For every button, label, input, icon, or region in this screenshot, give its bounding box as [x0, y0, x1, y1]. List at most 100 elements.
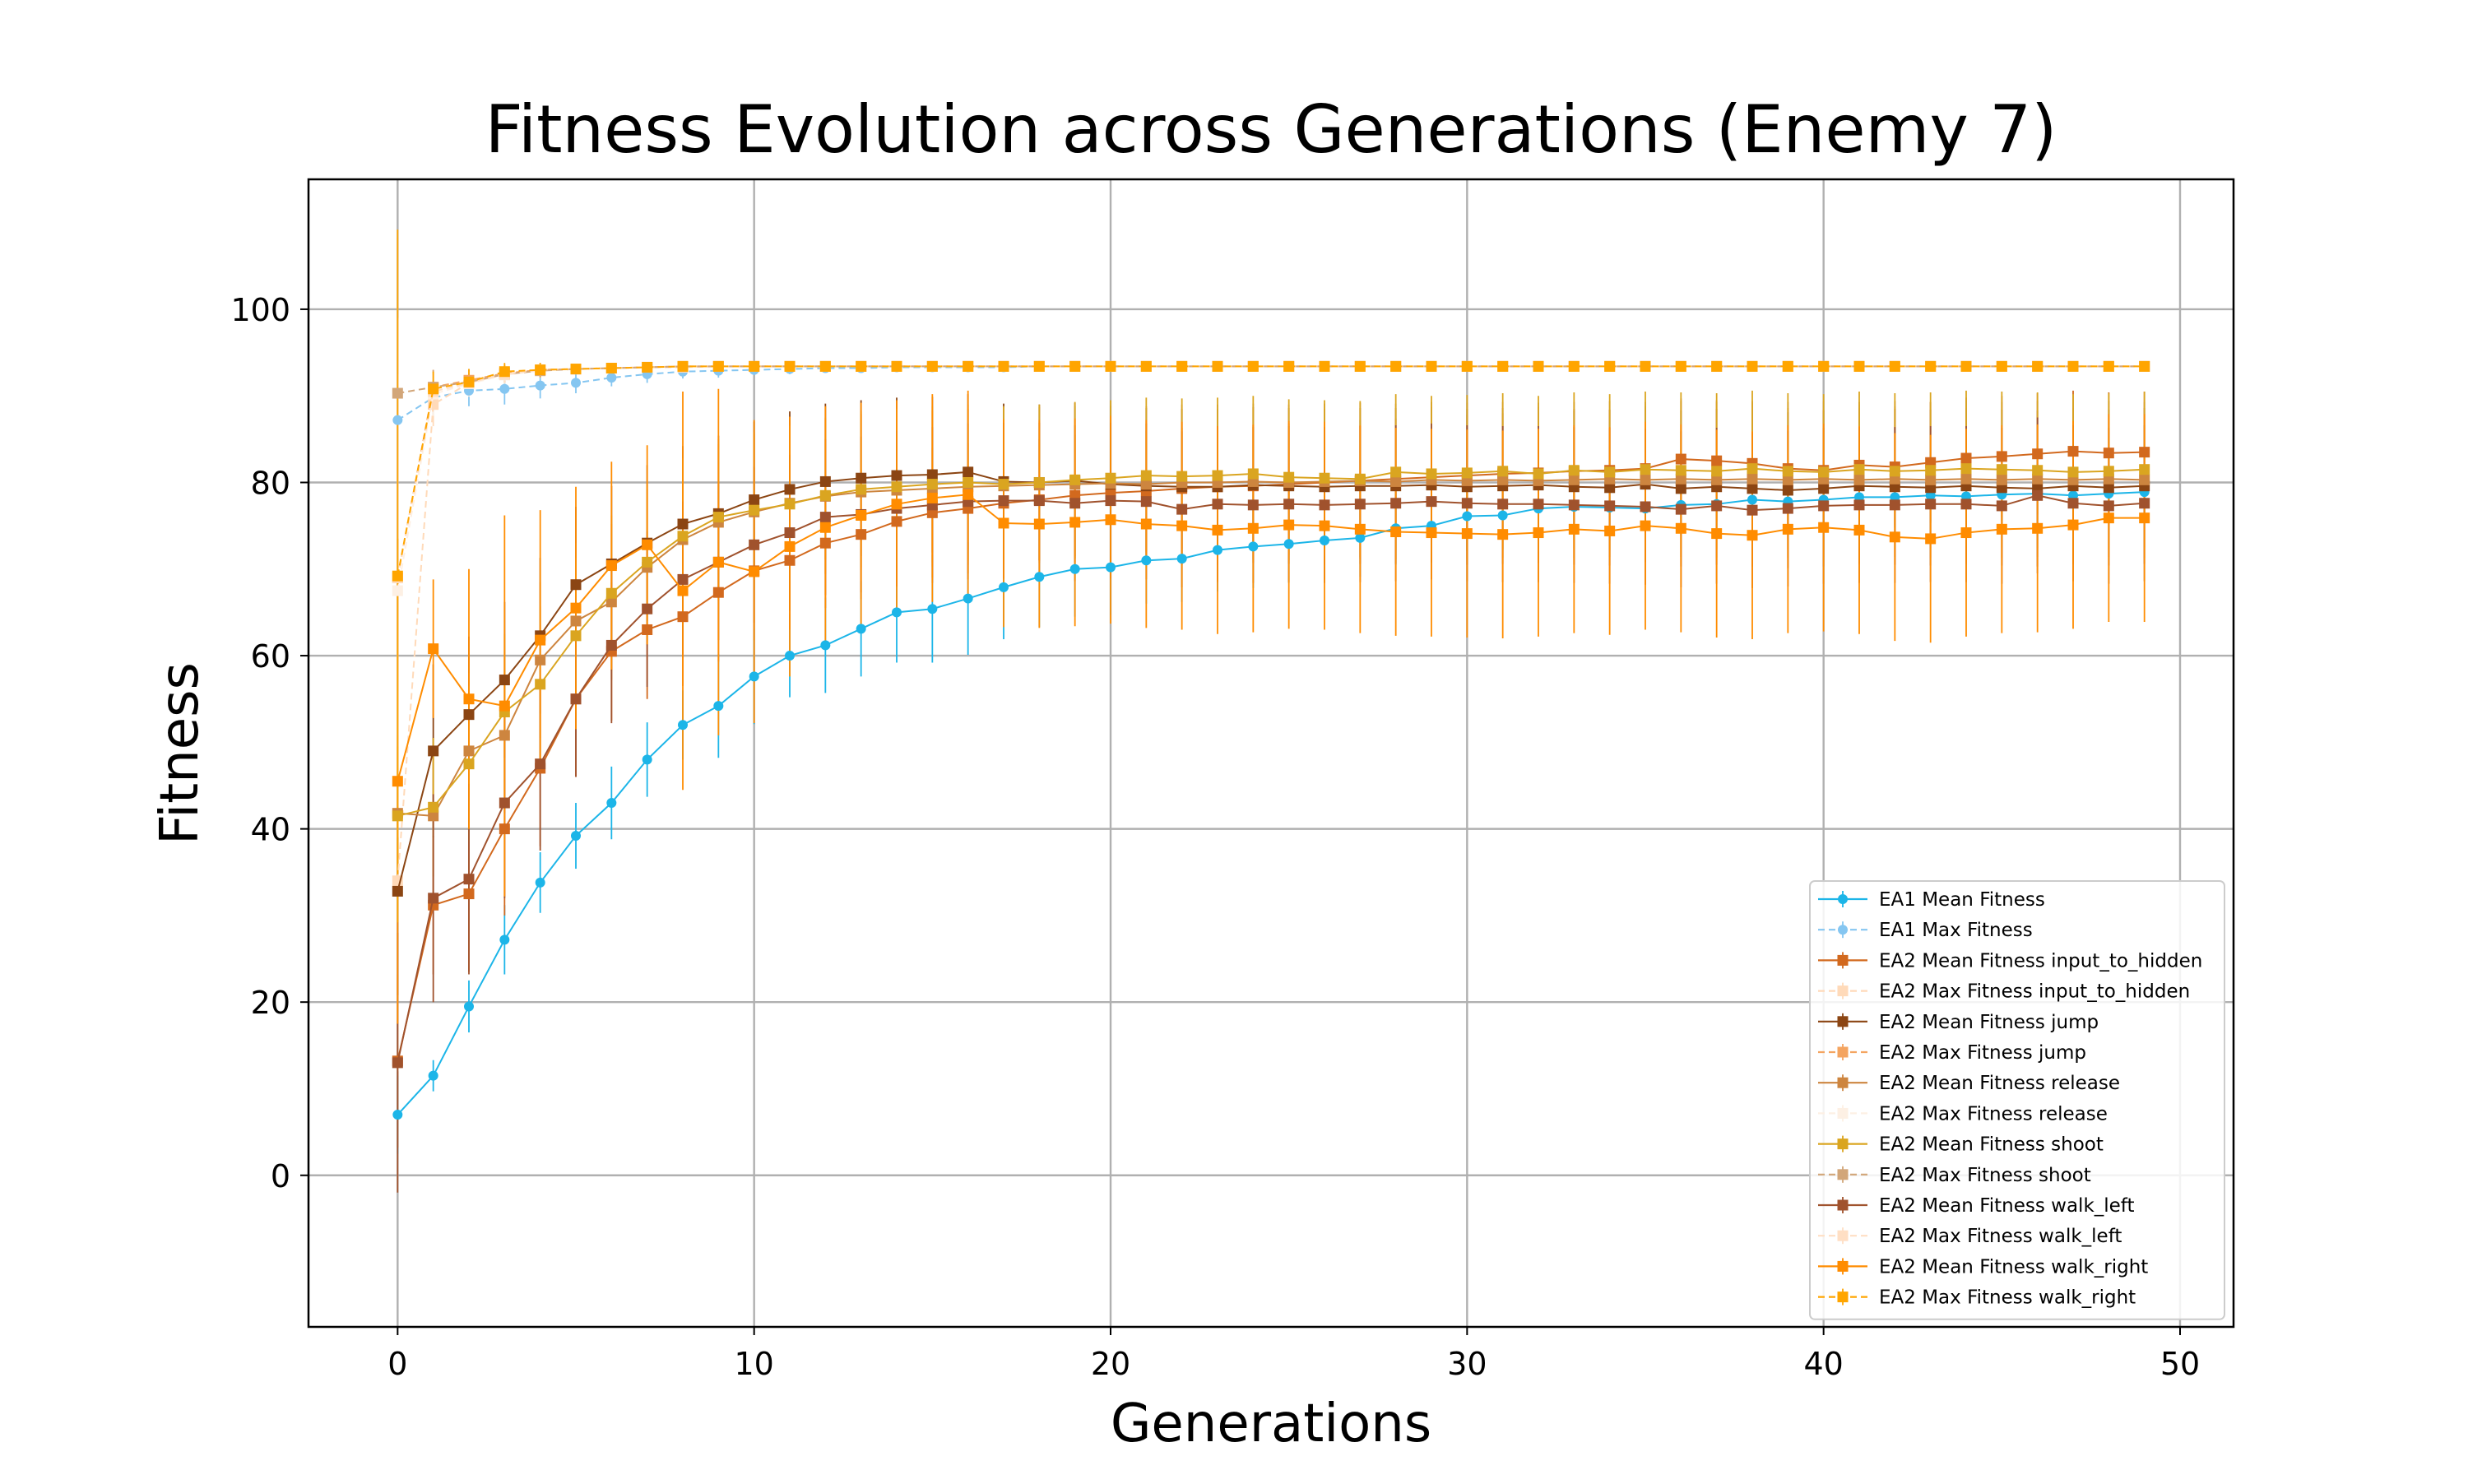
data-point: [677, 573, 689, 585]
series-line: [397, 365, 2145, 577]
data-point: [392, 1110, 403, 1120]
data-point: [1140, 479, 1152, 490]
data-point: [1853, 474, 1865, 485]
legend-label: EA2 Mean Fitness shoot: [1879, 1134, 2104, 1156]
data-point: [1426, 496, 1437, 508]
legend-item: EA1 Mean Fitness: [1818, 889, 2045, 911]
data-point: [1711, 500, 1723, 512]
data-point: [428, 643, 439, 655]
data-point: [1711, 455, 1723, 466]
data-point: [2067, 446, 2079, 457]
data-point: [1640, 360, 1651, 372]
x-tick-label: 0: [387, 1346, 407, 1382]
data-point: [2067, 519, 2079, 531]
data-point: [1960, 527, 1972, 539]
legend-swatch-marker: [1837, 1046, 1849, 1058]
data-point: [998, 360, 1009, 372]
data-point: [1747, 494, 1757, 505]
legend-item: EA2 Max Fitness jump: [1818, 1042, 2086, 1064]
data-point: [535, 634, 546, 646]
data-point: [1604, 360, 1616, 372]
legend-item: EA2 Mean Fitness walk_right: [1818, 1256, 2148, 1278]
data-point: [1283, 519, 1295, 531]
data-point: [499, 675, 510, 686]
data-point: [819, 512, 831, 523]
data-point: [926, 360, 938, 372]
data-point: [1319, 499, 1330, 511]
data-point: [1212, 499, 1223, 510]
data-point: [535, 364, 546, 376]
data-point: [535, 654, 546, 665]
data-point: [1106, 562, 1116, 573]
y-tick-label: 40: [251, 812, 290, 848]
data-point: [1853, 464, 1865, 475]
data-point: [819, 489, 831, 501]
data-point: [820, 640, 831, 651]
data-point: [712, 556, 724, 568]
data-point: [392, 1057, 403, 1069]
data-point: [712, 512, 724, 523]
data-point: [1996, 464, 2007, 475]
legend-label: EA2 Max Fitness walk_right: [1879, 1287, 2136, 1309]
data-point: [535, 380, 545, 391]
data-point: [392, 776, 403, 787]
data-point: [1461, 467, 1473, 479]
data-point: [2032, 489, 2044, 501]
data-point: [999, 582, 1009, 592]
data-point: [1461, 498, 1473, 509]
data-point: [1212, 470, 1223, 481]
data-point: [392, 585, 403, 596]
series-line: [397, 471, 2145, 892]
legend-swatch-marker: [1837, 1230, 1849, 1241]
data-point: [1069, 517, 1081, 528]
data-point: [606, 798, 617, 809]
data-point: [784, 484, 796, 495]
legend-label: EA2 Mean Fitness jump: [1879, 1012, 2099, 1033]
data-point: [1747, 483, 1758, 494]
data-point: [428, 383, 439, 395]
data-point: [1747, 463, 1758, 475]
data-point: [642, 556, 653, 568]
data-point: [1747, 504, 1758, 516]
data-point: [891, 499, 902, 510]
data-point: [2103, 448, 2114, 459]
series-line: [397, 494, 2145, 1064]
data-point: [1497, 529, 1509, 540]
legend-label: EA1 Mean Fitness: [1879, 889, 2045, 911]
data-point: [1461, 528, 1473, 540]
data-point: [1247, 522, 1259, 534]
data-point: [1711, 360, 1723, 372]
data-point: [1426, 468, 1437, 480]
data-point: [678, 720, 688, 730]
data-point: [2103, 466, 2114, 477]
data-point: [1782, 485, 1793, 496]
data-point: [677, 585, 689, 596]
legend-item: EA2 Mean Fitness input_to_hidden: [1818, 950, 2202, 972]
data-point: [1889, 499, 1900, 511]
data-point: [1497, 474, 1509, 485]
x-tick-label: 30: [1447, 1346, 1487, 1382]
data-point: [1533, 468, 1544, 480]
data-point: [392, 387, 403, 399]
data-point: [1853, 524, 1865, 536]
data-point: [1818, 522, 1830, 533]
data-point: [606, 373, 617, 383]
data-point: [1925, 533, 1937, 545]
data-point: [963, 489, 974, 500]
data-point: [784, 499, 796, 510]
data-point: [1176, 554, 1187, 564]
data-point: [1354, 360, 1366, 372]
data-point: [856, 529, 867, 540]
data-point: [927, 604, 938, 614]
data-point: [1034, 572, 1045, 582]
data-point: [463, 874, 475, 885]
data-point: [1105, 360, 1116, 372]
x-tick-label: 20: [1091, 1346, 1130, 1382]
data-point: [535, 758, 546, 770]
legend-label: EA2 Max Fitness input_to_hidden: [1879, 981, 2190, 1003]
data-point: [535, 877, 545, 888]
data-point: [1640, 474, 1651, 485]
data-point: [1996, 360, 2007, 372]
data-point: [963, 476, 974, 488]
legend-swatch-marker: [1837, 1107, 1849, 1119]
